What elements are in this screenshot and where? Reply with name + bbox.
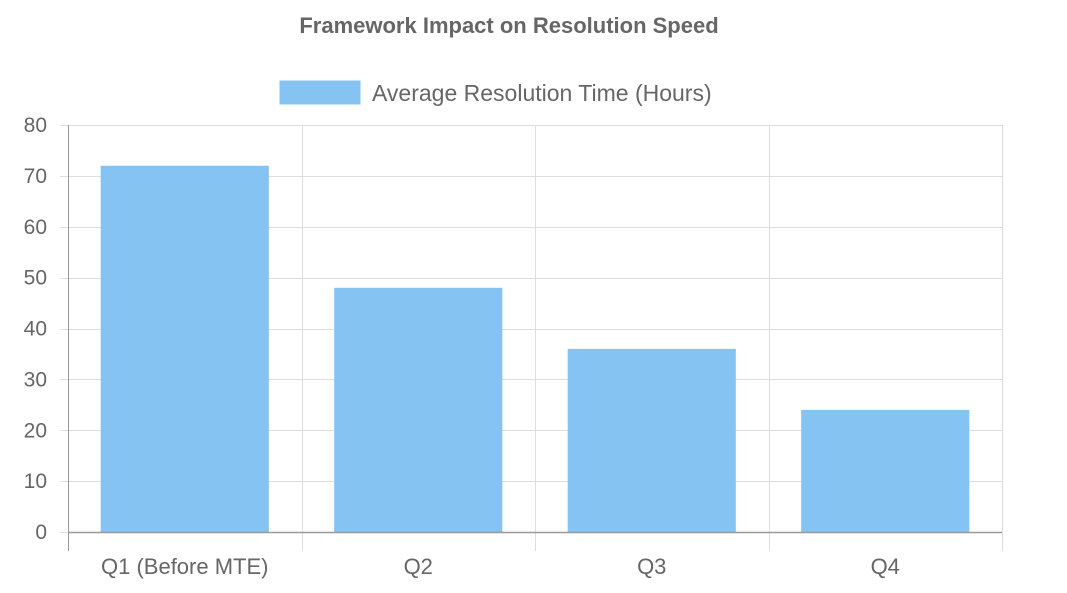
y-tick-label: 70	[24, 165, 47, 188]
y-tick-label: 50	[24, 267, 47, 290]
bar	[801, 409, 970, 532]
bar	[100, 165, 269, 532]
legend[interactable]: Average Resolution Time (Hours)	[279, 80, 712, 106]
bar	[334, 287, 503, 532]
y-tick-label: 40	[24, 318, 47, 341]
legend-swatch	[279, 80, 361, 105]
x-axis-category-labels: Q1 (Before MTE) Q2 Q3 Q4	[101, 554, 900, 579]
y-tick-label: 30	[24, 368, 47, 391]
x-tick-label: Q4	[871, 554, 900, 579]
bar	[567, 348, 736, 532]
y-tick-label: 60	[24, 216, 47, 239]
x-tick-label: Q1 (Before MTE)	[101, 554, 268, 579]
axes	[68, 125, 1002, 551]
y-axis-tick-labels: 0 10 20 30 40 50 60 70 80	[24, 114, 47, 544]
bars	[100, 165, 970, 532]
x-tick-label: Q3	[637, 554, 666, 579]
chart-title: Framework Impact on Resolution Speed	[299, 13, 718, 38]
y-tick-label: 10	[24, 470, 47, 493]
y-tick-label: 0	[35, 521, 47, 544]
x-tick-label: Q2	[404, 554, 433, 579]
y-tick-label: 20	[24, 419, 47, 442]
legend-label: Average Resolution Time (Hours)	[372, 80, 712, 106]
y-tick-label: 80	[24, 114, 47, 137]
